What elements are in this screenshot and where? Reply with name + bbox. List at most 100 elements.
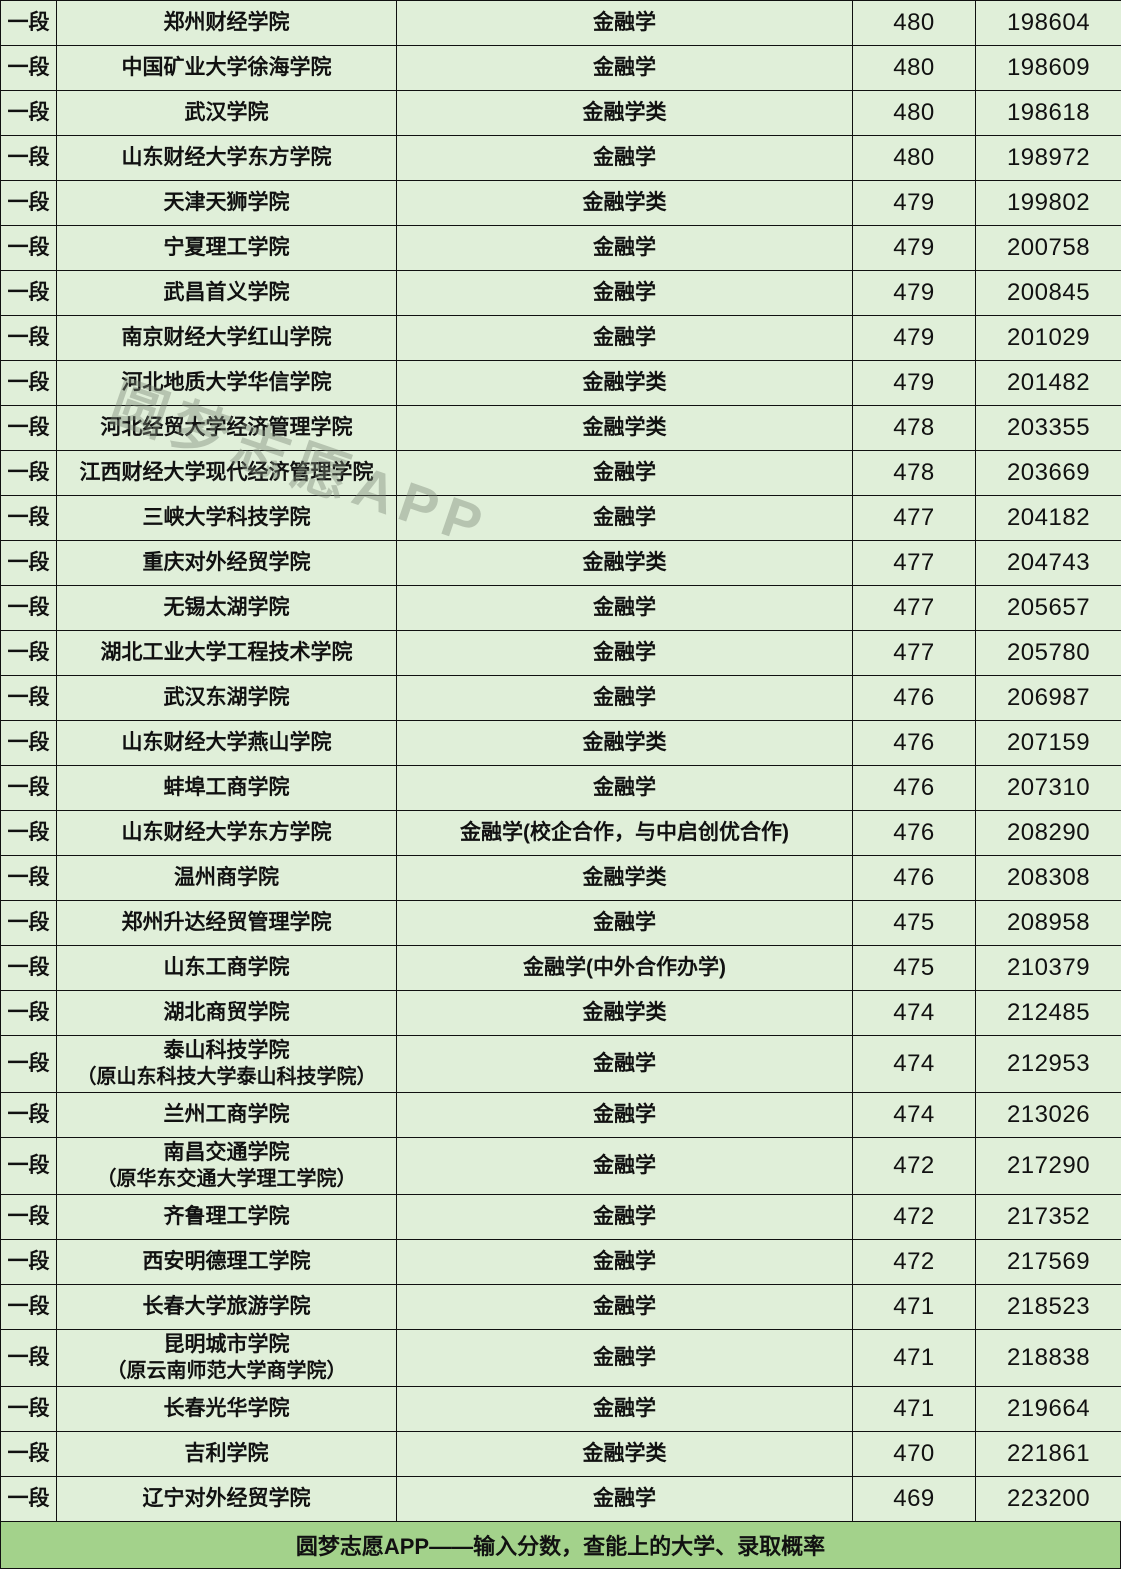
university-cell-text: 中国矿业大学徐海学院 — [121, 56, 332, 79]
major-cell: 金融学 — [396, 45, 853, 91]
university-cell-text: 山东财经大学燕山学院 — [121, 731, 332, 754]
university-cell-text: 湖北工业大学工程技术学院 — [100, 641, 353, 664]
rank-cell: 219664 — [975, 1386, 1121, 1432]
major-cell: 金融学 — [396, 765, 853, 811]
major-cell-text: 金融学 — [593, 11, 656, 34]
score-cell-text: 474 — [893, 1101, 935, 1128]
university-cell: 郑州财经学院 — [56, 0, 397, 46]
tier-cell-text: 一段 — [7, 1250, 50, 1273]
rank-cell-text: 203669 — [1006, 459, 1091, 486]
rank-cell: 206987 — [975, 675, 1121, 721]
score-cell: 479 — [852, 225, 976, 271]
score-cell-text: 470 — [893, 1440, 935, 1467]
rank-cell: 208290 — [975, 810, 1121, 856]
score-cell: 479 — [852, 360, 976, 406]
university-cell-text: 河北地质大学华信学院 — [121, 371, 332, 394]
tier-cell: 一段 — [0, 405, 57, 451]
university-cell: 武昌首义学院 — [56, 270, 397, 316]
university-cell: 宁夏理工学院 — [56, 225, 397, 271]
rank-cell-text: 207310 — [1006, 774, 1091, 801]
major-cell: 金融学 — [396, 675, 853, 721]
major-cell: 金融学类 — [396, 720, 853, 766]
rank-cell: 213026 — [975, 1092, 1121, 1138]
rank-cell-text: 198609 — [1006, 54, 1091, 81]
table-row: 一段 重庆对外经贸学院 金融学类 477 204743 — [0, 540, 1121, 586]
rank-cell-text: 217569 — [1006, 1248, 1091, 1275]
major-cell-text: 金融学 — [593, 236, 656, 259]
major-cell-text: 金融学 — [593, 596, 656, 619]
tier-cell: 一段 — [0, 810, 57, 856]
major-cell: 金融学类 — [396, 405, 853, 451]
rank-cell-text: 205780 — [1006, 639, 1091, 666]
tier-cell-text: 一段 — [7, 1154, 50, 1177]
university-cell-text: 郑州财经学院 — [163, 11, 290, 34]
score-cell-text: 480 — [893, 54, 935, 81]
major-cell-text: 金融学类 — [582, 551, 667, 574]
table-row: 一段 兰州工商学院 金融学 474 213026 — [0, 1092, 1121, 1138]
score-cell: 476 — [852, 720, 976, 766]
rank-cell: 221861 — [975, 1431, 1121, 1477]
table-row: 一段 南京财经大学红山学院 金融学 479 201029 — [0, 315, 1121, 361]
tier-cell-text: 一段 — [7, 1442, 50, 1465]
university-cell: 昆明城市学院 （原云南师范大学商学院） — [56, 1329, 397, 1387]
score-cell-text: 476 — [893, 819, 935, 846]
tier-cell-text: 一段 — [7, 686, 50, 709]
major-cell: 金融学类 — [396, 360, 853, 406]
major-cell-text: 金融学 — [593, 146, 656, 169]
score-cell-text: 479 — [893, 234, 935, 261]
major-cell: 金融学类 — [396, 1431, 853, 1477]
score-cell: 470 — [852, 1431, 976, 1477]
score-cell: 474 — [852, 1035, 976, 1093]
score-cell-text: 476 — [893, 684, 935, 711]
major-cell-text: 金融学类 — [582, 416, 667, 439]
university-cell-text: 昆明城市学院 — [163, 1333, 290, 1356]
score-cell-text: 475 — [893, 909, 935, 936]
university-cell: 武汉东湖学院 — [56, 675, 397, 721]
rank-cell-text: 205657 — [1006, 594, 1091, 621]
tier-cell-text: 一段 — [7, 146, 50, 169]
rank-cell-text: 206987 — [1006, 684, 1091, 711]
tier-cell: 一段 — [0, 1284, 57, 1330]
score-cell: 480 — [852, 45, 976, 91]
rank-cell-text: 201029 — [1006, 324, 1091, 351]
tier-cell: 一段 — [0, 1431, 57, 1477]
table-row: 一段 泰山科技学院 （原山东科技大学泰山科技学院） 金融学 474 212953 — [0, 1035, 1121, 1093]
rank-cell-text: 217290 — [1006, 1152, 1091, 1179]
university-cell: 长春光华学院 — [56, 1386, 397, 1432]
major-cell: 金融学 — [396, 900, 853, 946]
university-cell: 泰山科技学院 （原山东科技大学泰山科技学院） — [56, 1035, 397, 1093]
rank-cell: 218838 — [975, 1329, 1121, 1387]
major-cell-text: 金融学 — [593, 1346, 656, 1369]
university-cell: 蚌埠工商学院 — [56, 765, 397, 811]
major-cell-text: 金融学 — [593, 1103, 656, 1126]
major-cell-text: 金融学 — [593, 776, 656, 799]
table-row: 一段 辽宁对外经贸学院 金融学 469 223200 — [0, 1476, 1121, 1522]
tier-cell-text: 一段 — [7, 56, 50, 79]
rank-cell-text: 207159 — [1006, 729, 1091, 756]
university-cell: 长春大学旅游学院 — [56, 1284, 397, 1330]
university-cell: 南昌交通学院 （原华东交通大学理工学院） — [56, 1137, 397, 1195]
rank-cell: 208958 — [975, 900, 1121, 946]
rank-cell: 217569 — [975, 1239, 1121, 1285]
score-cell-text: 477 — [893, 594, 935, 621]
table-body: 一段 郑州财经学院 金融学 480 198604 一段 中国矿业大学徐海学院 金融学 480 19… — [0, 0, 1121, 1522]
score-cell-text: 474 — [893, 1050, 935, 1077]
major-cell: 金融学 — [396, 1329, 853, 1387]
tier-cell-text: 一段 — [7, 461, 50, 484]
score-cell: 475 — [852, 900, 976, 946]
score-cell-text: 480 — [893, 9, 935, 36]
table-row: 一段 河北经贸大学经济管理学院 金融学类 478 203355 — [0, 405, 1121, 451]
major-cell-text: 金融学 — [593, 1052, 656, 1075]
tier-cell-text: 一段 — [7, 596, 50, 619]
rank-cell: 208308 — [975, 855, 1121, 901]
rank-cell: 210379 — [975, 945, 1121, 991]
major-cell: 金融学 — [396, 1386, 853, 1432]
score-cell: 477 — [852, 540, 976, 586]
score-cell-text: 476 — [893, 729, 935, 756]
tier-cell: 一段 — [0, 225, 57, 271]
score-cell-text: 477 — [893, 549, 935, 576]
major-cell: 金融学 — [396, 1092, 853, 1138]
major-cell-text: 金融学 — [593, 1250, 656, 1273]
score-cell: 477 — [852, 585, 976, 631]
major-cell-text: 金融学类 — [582, 1442, 667, 1465]
